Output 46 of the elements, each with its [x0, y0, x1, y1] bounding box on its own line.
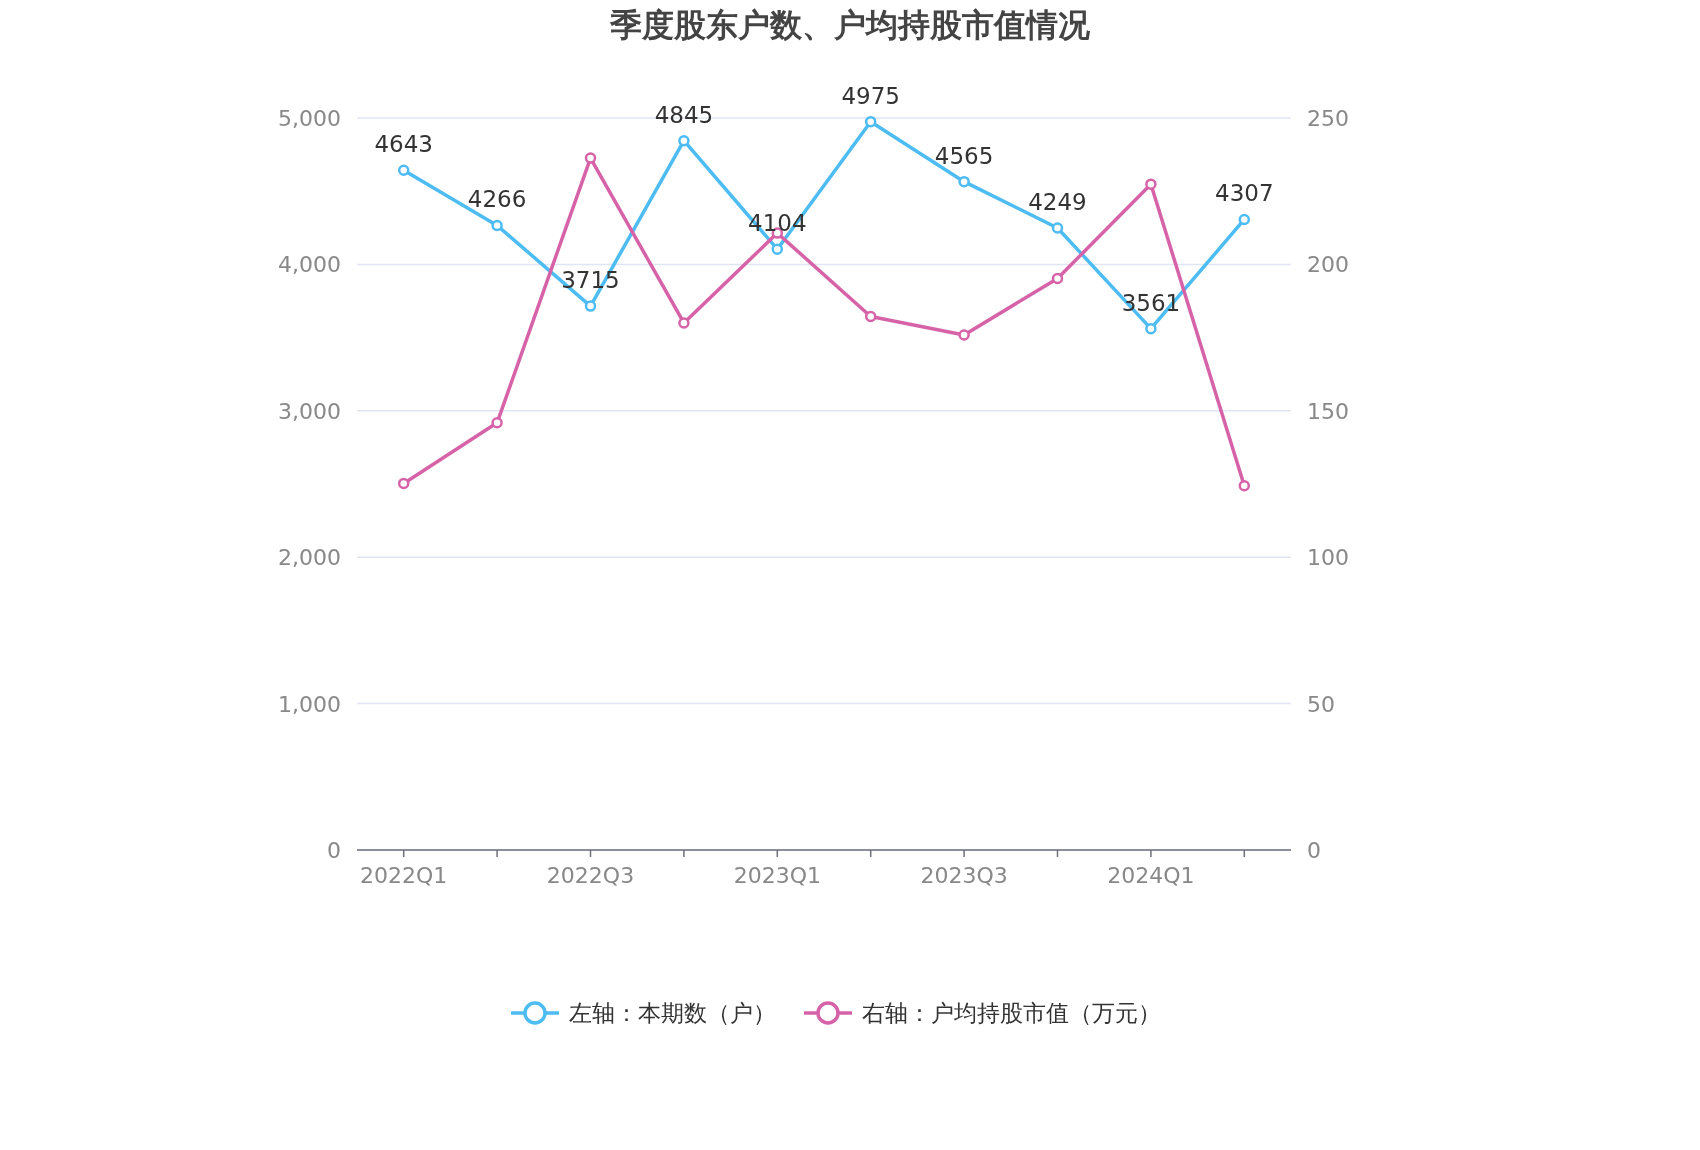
point — [1238, 480, 1251, 492]
legend-label: 左轴：本期数（户） — [569, 1000, 776, 1026]
legend-label: 右轴：户均持股市值（万元） — [862, 1000, 1161, 1026]
y2-tick-label: 250 — [1307, 106, 1349, 131]
point — [771, 243, 784, 255]
x-tick-label: 2024Q1 — [1107, 863, 1195, 888]
y-tick-label: 3,000 — [278, 398, 341, 424]
y2-tick-label: 100 — [1307, 545, 1349, 571]
y2-tick-label: 150 — [1307, 398, 1349, 424]
point — [958, 329, 970, 341]
data-label: 4845 — [654, 101, 714, 128]
data-label: 4565 — [934, 142, 994, 169]
y2-tick-label: 0 — [1307, 838, 1321, 863]
point — [397, 477, 410, 490]
y-tick-label: 4,000 — [278, 252, 341, 278]
point — [491, 219, 503, 232]
y-tick-label: 5,000 — [278, 106, 341, 131]
x-tick-label: 2023Q1 — [733, 863, 821, 888]
x-tick-label: 2022Q3 — [546, 863, 635, 888]
chart-title: 季度股东户数、户均持股市值情况 — [609, 6, 1091, 44]
data-label: 4975 — [841, 82, 900, 109]
data-label: 4266 — [467, 186, 527, 213]
x-tick-label: 2022Q1 — [360, 863, 448, 888]
y-tick-label: 0 — [327, 838, 341, 863]
point — [491, 417, 503, 429]
y2-tick-label: 200 — [1307, 252, 1349, 278]
point — [584, 300, 597, 312]
point — [1145, 178, 1157, 190]
point — [958, 175, 970, 188]
point — [1238, 213, 1251, 226]
y-tick-label: 2,000 — [278, 545, 341, 571]
x-tick-label: 2023Q3 — [920, 863, 1008, 888]
data-label: 4249 — [1028, 188, 1087, 215]
data-label: 4307 — [1215, 180, 1274, 207]
point — [1051, 222, 1064, 234]
data-label: 4643 — [374, 131, 433, 158]
point — [678, 134, 690, 147]
y2-tick-label: 50 — [1307, 691, 1335, 717]
point — [678, 317, 690, 329]
y-tick-label: 1,000 — [278, 691, 341, 717]
point — [397, 164, 410, 177]
point — [584, 152, 597, 164]
point — [1145, 322, 1157, 335]
point — [864, 115, 877, 128]
point — [1051, 272, 1064, 285]
point — [864, 310, 877, 323]
